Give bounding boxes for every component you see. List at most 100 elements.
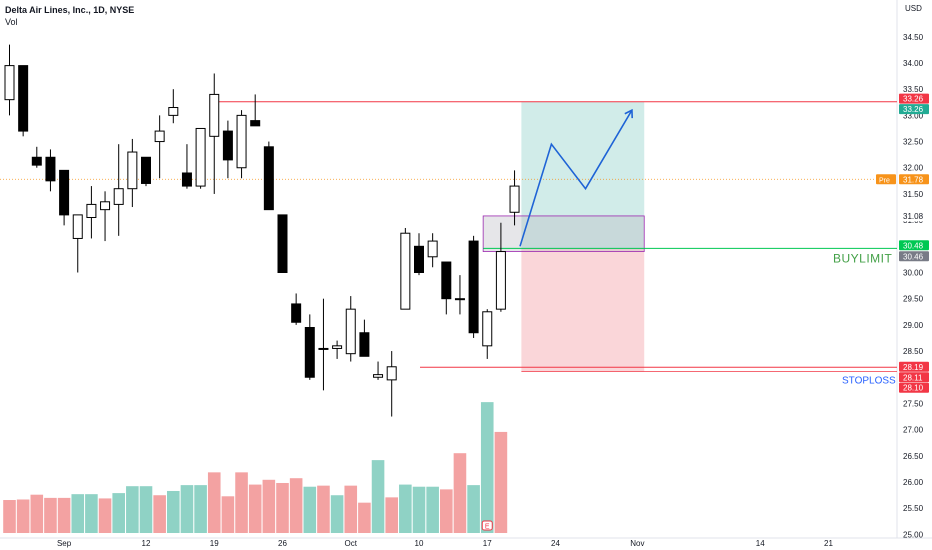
pre-tag-bg [876,174,896,185]
price-tag-label: 28.11 [903,373,923,382]
loss-zone [521,248,645,372]
candle-body [59,169,70,216]
candle-body [427,240,438,258]
volume-bar [494,431,508,533]
volume-bar [358,502,371,533]
volume-bar [440,489,453,533]
price-tag: 30.48 [899,240,929,251]
candle-body [400,232,411,310]
price-tick-label: 33.50 [903,85,924,94]
price-tick-label: 25.50 [903,504,924,513]
date-tick-label: 10 [415,539,424,548]
volume-bar [453,453,467,533]
candle-body [209,93,220,137]
volume-bar [221,496,235,533]
candle-body [250,120,261,127]
price-tick-label: 29.00 [903,321,924,330]
candle-body [195,127,206,187]
candle-body [386,366,397,381]
volume-bar [235,472,248,533]
price-tag-label: 28.10 [903,384,924,393]
price-tag-label: 31.08 [903,212,924,221]
candle-body [373,374,384,378]
candle-body [45,156,56,182]
entry-zone-box [482,215,645,252]
volume-bar [30,494,44,533]
volume-bar [426,486,439,533]
volume-bar [289,478,303,533]
date-tick-label: 24 [551,539,560,548]
projection-path [519,109,633,247]
price-tag: 28.10 [899,382,929,393]
candle-body [100,201,111,211]
currency-label: USD [905,4,922,13]
price-tick-label: 27.50 [903,399,924,408]
price-tag: 33.26 [899,104,929,115]
volume-bar [112,493,125,533]
candle-body [441,261,452,300]
candle-body [86,203,97,219]
candle-body [277,214,288,273]
date-tick-label: 26 [278,539,287,548]
date-tick-label: Sep [57,539,72,548]
volume-bar [344,485,358,533]
price-tag: 28.19 [899,361,929,372]
candle-body [127,151,138,190]
volume-bar [57,497,71,533]
volume-bar [276,482,289,533]
price-tick-label: 28.50 [903,347,924,356]
volume-bar [467,485,480,533]
candle-body [168,107,179,116]
symbol-title: Delta Air Lines, Inc., 1D, NYSE [5,5,135,15]
volume-bar [85,494,98,533]
candle-body [332,345,343,349]
volume-bar [16,499,30,533]
candle-body [468,240,479,334]
volume-bar [371,460,385,533]
price-tag: 30.46 [899,251,929,262]
volume-bar [167,490,180,533]
price-tag-bg [899,382,929,393]
volume-bar [194,485,207,533]
price-tick-label: 34.50 [903,33,924,42]
candle-body [509,185,520,213]
volume-bar [71,494,85,533]
volume-bar [98,498,112,533]
candle-body [113,188,124,205]
price-tick-label: 30.00 [903,269,924,278]
volume-bar [3,500,16,533]
earnings-marker [481,520,493,531]
volume-bar [330,495,344,533]
volume-bar [317,485,330,533]
price-tag-bg [899,240,929,251]
stop-loss-text: STOPLOSS [842,375,896,386]
candle-body [154,130,165,143]
chart-header: Delta Air Lines, Inc., 1D, NYSE Vol [5,4,134,28]
price-tag-bg [899,251,929,262]
candle-body [414,245,424,273]
volume-bar [153,495,166,533]
date-tick-label: Nov [630,539,644,548]
price-tag-label: 30.48 [903,241,924,250]
volume-bar [412,486,426,533]
date-tick-label: 21 [824,539,833,548]
candle-body [4,65,15,101]
date-tick-label: 19 [210,539,219,548]
candle-body [454,298,465,301]
volume-label: Vol [5,17,18,27]
volume-bar [139,486,153,533]
price-tag-bg [899,93,929,104]
price-tag: 28.11 [899,372,929,383]
volume-bar [207,472,221,533]
candle-body [291,303,302,323]
price-tick-label: 29.50 [903,295,924,304]
earnings-marker-label: E [485,524,490,531]
buy-limit-text: BUYLIMIT [833,251,893,265]
price-tick-label: 31.50 [903,190,924,199]
candle-body [263,146,274,211]
volume-bar [385,497,398,533]
candle-body [141,156,151,184]
volume-bar [180,485,194,533]
price-tag-bg [898,210,930,222]
